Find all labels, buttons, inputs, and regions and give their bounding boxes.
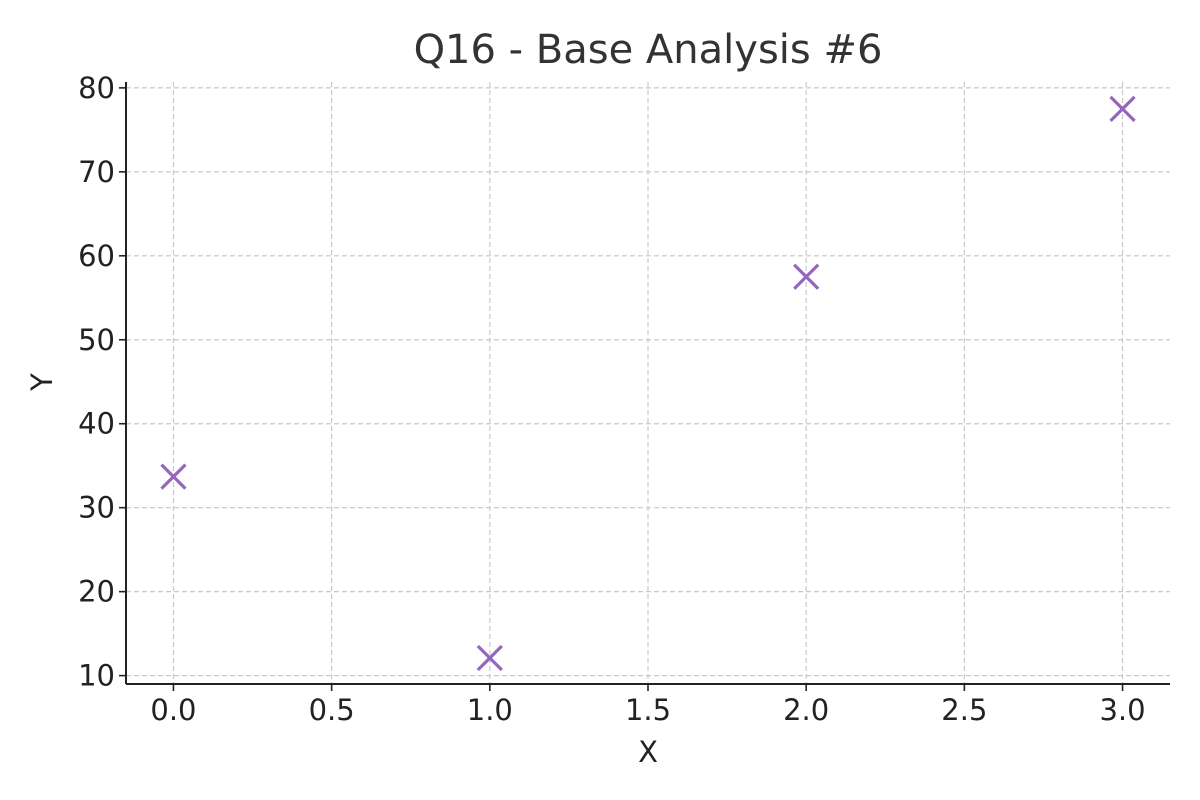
data-point-0-1 — [476, 644, 503, 672]
x-tick-label-3: 1.5 — [625, 693, 671, 727]
data-point-0-3 — [1109, 95, 1136, 122]
y-tick-label-1: 20 — [78, 575, 115, 609]
y-tick-label-7: 80 — [78, 71, 115, 105]
y-tick-label-6: 70 — [78, 155, 115, 189]
data-point-0-0 — [160, 463, 187, 490]
grid — [126, 82, 1170, 684]
ticks: 0.0 0.5 1.0 1.5 2.0 2.5 3.0 10 20 30 40 50 60 70 80 — [78, 71, 1146, 727]
y-tick-label-4: 50 — [78, 323, 115, 357]
x-tick-label-1: 0.5 — [309, 693, 355, 727]
y-axis-label: Y — [25, 373, 59, 392]
x-tick-label-4: 2.0 — [783, 693, 829, 727]
y-tick-label-2: 30 — [78, 491, 115, 525]
y-tick-label-5: 60 — [78, 239, 115, 273]
x-tick-label-5: 2.5 — [941, 693, 987, 727]
x-tick-label-0: 0.0 — [150, 693, 196, 727]
data-point-0-2 — [793, 263, 820, 290]
y-tick-label-3: 40 — [78, 407, 115, 441]
x-axis-label: X — [638, 735, 658, 769]
data-points — [160, 95, 1136, 672]
chart-title: Q16 - Base Analysis #6 — [414, 27, 883, 73]
x-tick-label-6: 3.0 — [1099, 693, 1145, 727]
y-tick-label-0: 10 — [78, 659, 115, 693]
x-tick-label-2: 1.0 — [467, 693, 513, 727]
